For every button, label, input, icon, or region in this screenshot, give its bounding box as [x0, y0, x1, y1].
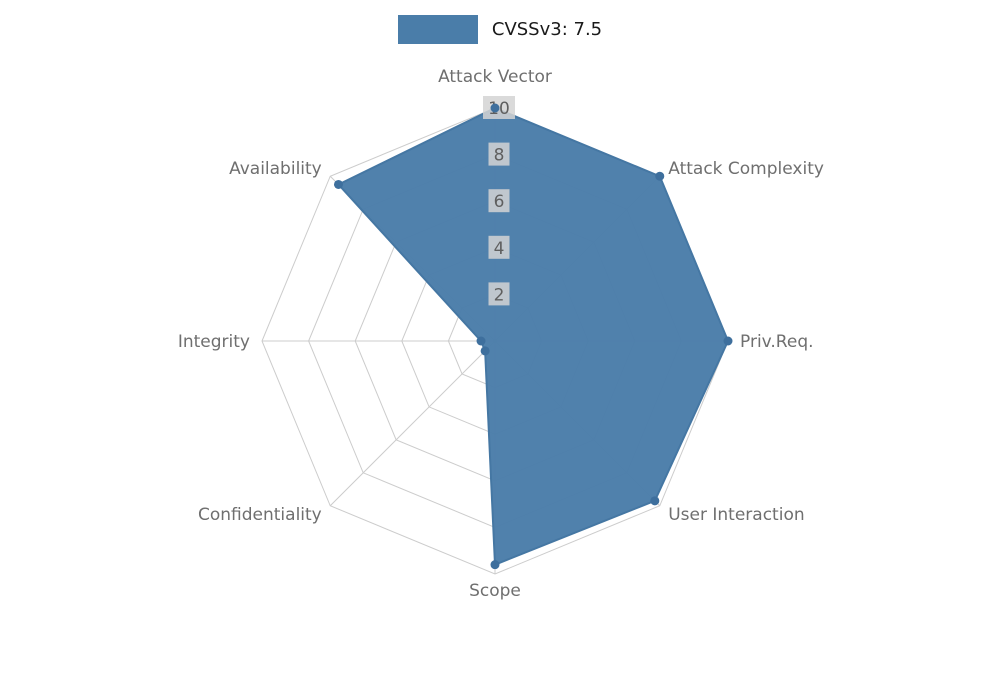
category-label: Scope	[469, 581, 521, 601]
radar-data-marker	[490, 103, 500, 113]
radar-data-marker	[476, 336, 486, 346]
radial-tick-bg	[488, 189, 510, 213]
radar-data-marker	[480, 346, 490, 356]
category-label: User Interaction	[668, 505, 804, 525]
category-label: Availability	[229, 159, 322, 179]
radar-spoke	[329, 340, 496, 507]
category-label: Attack Vector	[438, 67, 552, 87]
radar-data-marker	[723, 336, 733, 346]
radial-tick-bg	[488, 282, 510, 306]
radial-tick-label: 6	[494, 192, 505, 212]
radial-tick-label: 8	[494, 146, 505, 166]
radial-tick-label: 4	[494, 239, 505, 259]
radial-tick-label: 2	[494, 285, 505, 305]
radar-data-marker	[490, 560, 500, 570]
category-label: Confidentiality	[198, 505, 322, 525]
radar-data-marker	[333, 179, 343, 189]
category-label: Attack Complexity	[668, 159, 824, 179]
radial-tick-bg	[488, 235, 510, 259]
radar-data-marker	[650, 496, 660, 506]
radial-tick-bg	[488, 142, 510, 166]
category-label: Integrity	[178, 332, 250, 352]
radar-data-marker	[655, 171, 665, 181]
category-label: Priv.Req.	[740, 332, 814, 352]
